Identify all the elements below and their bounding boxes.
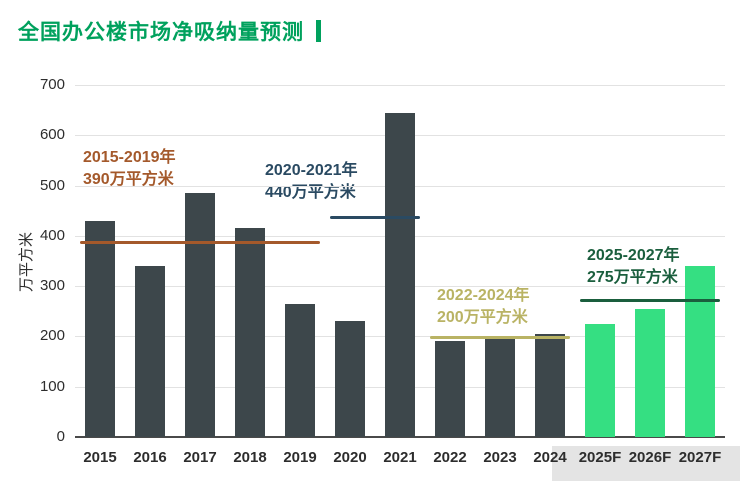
- bar-2023: [485, 338, 515, 437]
- annotation-value: 275万平方米: [587, 269, 678, 286]
- annotation-label-3: 2022-2024年 200万平方米: [437, 285, 530, 329]
- bar-2026F: [635, 308, 665, 437]
- annotation-value: 390万平方米: [83, 171, 174, 188]
- bar-2020: [335, 321, 365, 437]
- x-tick-label-2020: 2020: [333, 449, 367, 466]
- bar-2016: [135, 266, 165, 437]
- x-tick-label-2022: 2022: [433, 449, 467, 466]
- chart-header: 全国办公楼市场净吸纳量预测: [18, 16, 321, 46]
- y-tick-label-300: 300: [39, 277, 65, 295]
- bar-2022: [435, 341, 465, 437]
- chart-plot-area: 万平方米 2015-2019年 390万平方米 2020-2021年 440万平…: [18, 76, 725, 466]
- annotation-label-4: 2025-2027年 275万平方米: [587, 245, 680, 289]
- x-tick-label-2025F: 2025F: [578, 449, 622, 466]
- bar-2027F: [685, 266, 715, 437]
- x-axis-line: [75, 436, 725, 438]
- x-tick-label-2021: 2021: [383, 449, 417, 466]
- bar-2025F: [585, 323, 615, 437]
- gridline-700: [75, 85, 725, 86]
- y-tick-label-400: 400: [39, 226, 65, 244]
- x-tick-label-2027F: 2027F: [678, 449, 722, 466]
- annotation-value: 440万平方米: [265, 184, 356, 201]
- bar-2019: [285, 303, 315, 437]
- bar-2015: [85, 220, 115, 437]
- watermark-overlay: [552, 446, 740, 481]
- annotation-period: 2022-2024年: [437, 287, 530, 304]
- x-tick-label-2017: 2017: [183, 449, 217, 466]
- x-tick-label-2018: 2018: [233, 449, 267, 466]
- y-tick-label-700: 700: [39, 76, 65, 93]
- bar-2017: [185, 193, 215, 437]
- y-tick-label-500: 500: [39, 176, 65, 194]
- annotation-value: 200万平方米: [437, 309, 528, 326]
- annotation-label-1: 2015-2019年 390万平方米: [83, 147, 176, 191]
- bar-2024: [535, 333, 565, 437]
- x-tick-label-2026F: 2026F: [628, 449, 672, 466]
- annotation-line-3: [430, 336, 570, 340]
- chart-title: 全国办公楼市场净吸纳量预测: [18, 21, 304, 44]
- x-tick-label-2023: 2023: [483, 449, 517, 466]
- x-tick-label-2016: 2016: [133, 449, 167, 466]
- annotation-label-2: 2020-2021年 440万平方米: [265, 160, 358, 204]
- annotation-period: 2025-2027年: [587, 247, 680, 264]
- annotation-line-2: [330, 215, 420, 219]
- bar-2021: [385, 112, 415, 437]
- annotation-period: 2015-2019年: [83, 149, 176, 166]
- x-tick-label-2024: 2024: [533, 449, 567, 466]
- annotation-line-1: [80, 240, 320, 244]
- y-tick-label-200: 200: [39, 327, 65, 345]
- annotation-line-4: [580, 298, 720, 302]
- x-tick-label-2019: 2019: [283, 449, 317, 466]
- title-accent-mark: [316, 20, 321, 42]
- annotation-period: 2020-2021年: [265, 162, 358, 179]
- y-tick-label-100: 100: [39, 377, 65, 395]
- y-tick-label-0: 0: [56, 428, 65, 445]
- y-tick-label-600: 600: [39, 126, 65, 144]
- y-axis-label: 万平方米: [18, 232, 35, 293]
- x-tick-label-2015: 2015: [83, 449, 117, 466]
- bar-2018: [235, 228, 265, 437]
